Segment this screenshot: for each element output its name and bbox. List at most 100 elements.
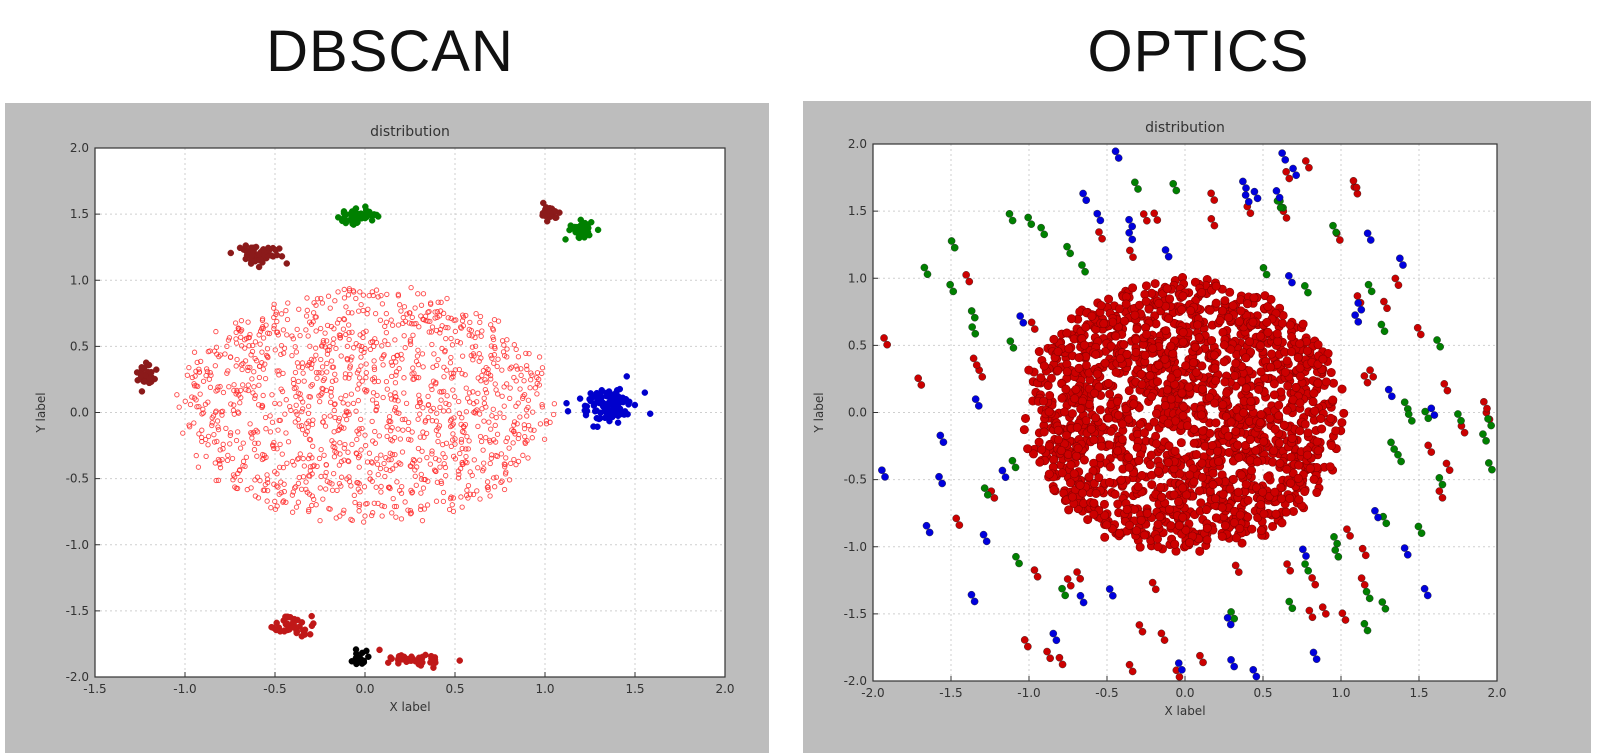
- point: [313, 302, 319, 308]
- point: [443, 324, 449, 331]
- y-tick-label: 0.5: [848, 338, 867, 352]
- point: [1098, 234, 1106, 243]
- point: [1165, 294, 1175, 304]
- point: [1251, 446, 1261, 456]
- point: [1380, 297, 1388, 306]
- point: [1153, 519, 1163, 529]
- point: [1160, 636, 1169, 644]
- point: [1081, 360, 1091, 370]
- point: [408, 653, 415, 660]
- point: [417, 399, 424, 405]
- point: [517, 386, 523, 392]
- point: [448, 375, 455, 381]
- point: [296, 306, 302, 312]
- point: [513, 378, 519, 384]
- point: [1146, 450, 1156, 460]
- point: [495, 391, 501, 397]
- point: [474, 488, 480, 494]
- point: [1237, 376, 1247, 386]
- point: [271, 314, 277, 321]
- point: [409, 321, 415, 327]
- point: [1164, 314, 1174, 324]
- point: [1182, 421, 1192, 431]
- point: [334, 487, 340, 494]
- y-axis-label: Y label: [34, 392, 48, 433]
- point: [428, 329, 435, 335]
- point: [198, 358, 204, 365]
- point: [301, 631, 309, 638]
- point: [541, 436, 548, 442]
- point: [1423, 591, 1432, 600]
- point: [501, 403, 507, 409]
- point: [482, 386, 488, 393]
- point: [502, 464, 508, 470]
- point: [278, 311, 285, 317]
- point: [530, 409, 536, 415]
- point: [256, 363, 263, 370]
- point: [324, 369, 330, 375]
- point: [284, 460, 290, 466]
- point: [472, 334, 478, 341]
- point: [579, 229, 587, 237]
- point: [278, 351, 284, 358]
- point: [370, 390, 377, 396]
- point: [1255, 418, 1265, 428]
- point: [1145, 460, 1155, 470]
- point: [392, 451, 398, 458]
- point: [524, 438, 530, 444]
- point: [1480, 398, 1488, 406]
- point: [213, 477, 219, 484]
- point: [923, 270, 932, 279]
- point: [367, 470, 373, 476]
- point: [646, 410, 654, 417]
- point: [443, 400, 449, 407]
- point: [450, 495, 457, 501]
- point: [1332, 228, 1340, 237]
- point: [293, 629, 300, 637]
- point: [1087, 311, 1097, 321]
- point: [1384, 385, 1393, 394]
- point: [449, 437, 456, 443]
- point: [324, 347, 331, 353]
- point: [1174, 497, 1184, 507]
- point: [550, 411, 557, 418]
- point: [424, 502, 431, 508]
- point: [307, 343, 313, 349]
- point: [471, 457, 477, 463]
- point: [532, 385, 538, 391]
- point: [1207, 189, 1215, 198]
- x-tick-label: 1.0: [535, 682, 554, 696]
- point: [1218, 400, 1228, 410]
- point: [466, 326, 472, 333]
- point: [1302, 157, 1310, 165]
- point: [1024, 642, 1032, 651]
- point: [1479, 430, 1487, 438]
- point: [1095, 228, 1103, 236]
- point: [1100, 510, 1110, 520]
- point: [353, 657, 361, 664]
- point: [1484, 415, 1492, 423]
- point: [527, 385, 533, 391]
- point: [1341, 616, 1350, 624]
- point: [1300, 487, 1310, 497]
- point: [405, 426, 411, 433]
- point: [252, 440, 258, 446]
- point: [1073, 568, 1081, 576]
- point: [255, 263, 263, 271]
- point: [564, 408, 572, 415]
- point: [399, 356, 405, 362]
- point: [441, 364, 447, 370]
- point: [224, 457, 231, 463]
- point: [1242, 299, 1252, 309]
- point: [409, 489, 416, 495]
- point: [193, 397, 199, 403]
- point: [263, 352, 270, 359]
- point: [1253, 194, 1262, 203]
- point: [437, 464, 443, 470]
- point: [1286, 478, 1296, 488]
- point: [398, 308, 404, 314]
- point: [1084, 472, 1094, 482]
- point: [1090, 388, 1100, 398]
- point: [1309, 648, 1318, 657]
- point: [1128, 667, 1137, 676]
